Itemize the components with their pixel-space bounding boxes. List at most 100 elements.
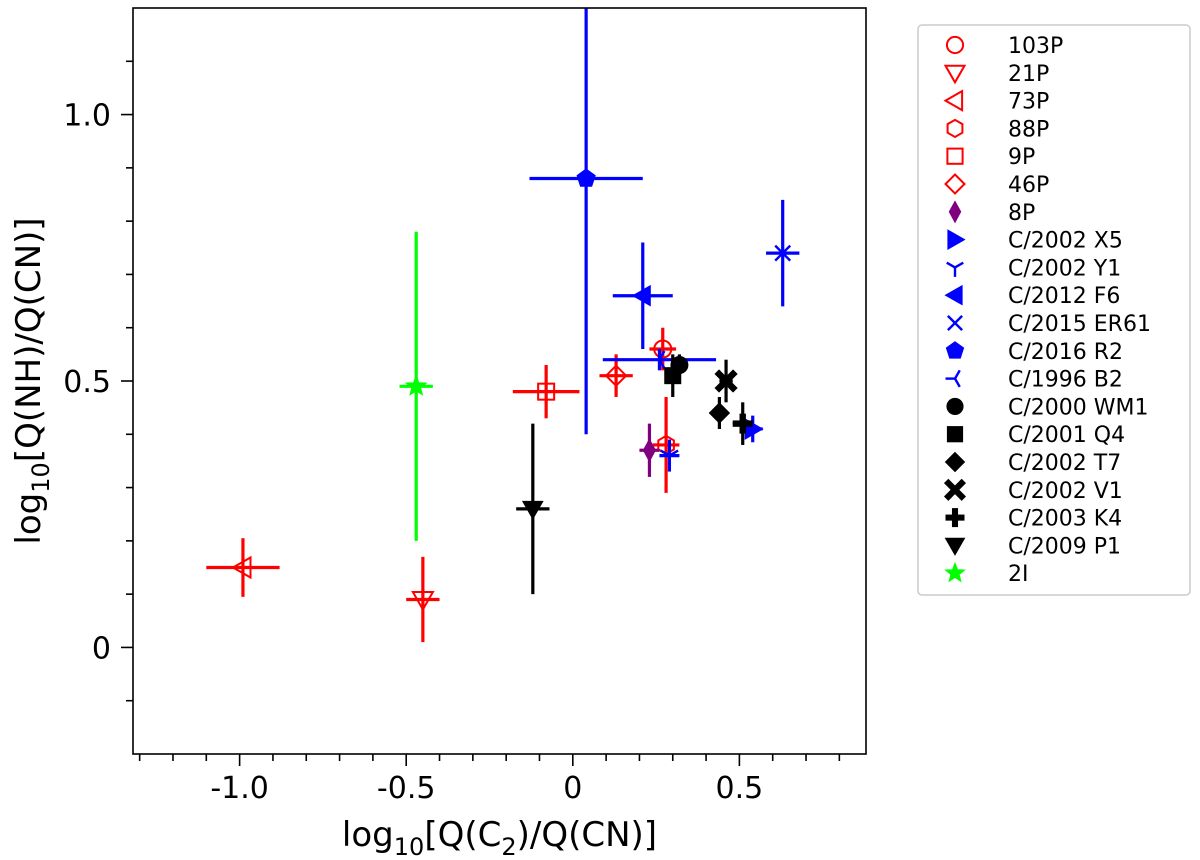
legend-item-c-2001-q4: C/2001 Q4 (946, 423, 1125, 448)
marker (404, 374, 428, 396)
legend-item-c-2002-x5: C/2002 X5 (947, 229, 1123, 254)
legend-item-46p: 46P (944, 173, 1049, 198)
x-tick-label: -1.0 (210, 771, 269, 806)
marker (411, 591, 435, 612)
legend-item-c-2015-er61: C/2015 ER61 (947, 312, 1151, 337)
x-tick-label: -0.5 (377, 771, 436, 806)
legend-item-c-2003-k4: C/2003 K4 (945, 507, 1122, 532)
legend-marker (944, 173, 966, 195)
point-2i (399, 231, 433, 541)
data-points (206, 8, 800, 643)
plot-area: -1.0 -0.5 0 0.5 0 0.5 1.0 (63, 7, 867, 806)
legend-label: C/2015 ER61 (1008, 312, 1151, 337)
legend-item-c-2002-v1: C/2002 V1 (943, 478, 1123, 504)
legend-label: 2I (1008, 562, 1029, 587)
legend-label: C/2002 T7 (1008, 451, 1121, 476)
legend-marker (944, 451, 966, 473)
legend-label: 73P (1008, 90, 1049, 115)
legend-marker (946, 261, 964, 277)
point-88p (652, 396, 680, 493)
marker (660, 449, 679, 466)
legend-label: 9P (1008, 145, 1035, 170)
point-21p (406, 556, 440, 643)
x-tick-label: 0 (563, 771, 582, 806)
legend-marker (945, 369, 961, 388)
x-tick-label: 0.5 (716, 771, 764, 806)
legend-marker (943, 478, 967, 501)
axis-ticks: -1.0 -0.5 0 0.5 0 0.5 1.0 (63, 60, 841, 806)
legend-label: 103P (1008, 34, 1063, 59)
legend-marker (946, 147, 964, 165)
legend-label: 8P (1008, 201, 1035, 226)
point-c-2001-q4 (664, 354, 682, 397)
point-c-2002-t7 (708, 396, 731, 429)
legend-item-c-2002-t7: C/2002 T7 (944, 451, 1121, 476)
legend-frame (917, 24, 1191, 596)
x-axis-title: log10[Q(C2)/Q(CN)] (342, 815, 657, 860)
point-c-2009-p1 (516, 423, 550, 595)
legend-label: C/2012 F6 (1008, 284, 1120, 309)
legend-item-c-2009-p1: C/2009 P1 (944, 534, 1121, 559)
legend-marker (946, 118, 964, 139)
point-46p (599, 354, 633, 397)
legend-marker (946, 426, 964, 443)
legend-marker (945, 35, 965, 55)
legend-marker (943, 64, 967, 85)
point-c-2002-y1 (659, 439, 680, 472)
legend-label: C/1996 B2 (1008, 368, 1123, 393)
legend-label: C/2016 R2 (1008, 340, 1123, 365)
legend-marker (944, 561, 966, 583)
marker (604, 364, 628, 388)
legend-marker (947, 229, 966, 250)
y-axis-title: log10[Q(NH)/Q(CN)] (9, 217, 55, 544)
legend-marker (945, 508, 965, 528)
point-c-2016-r2 (529, 8, 643, 435)
y-tick-label: 1.0 (63, 99, 111, 134)
marker (537, 382, 556, 401)
point-c-1996-b2 (602, 349, 717, 371)
legend-item-88p: 88P (946, 117, 1049, 142)
plot-frame (132, 7, 867, 755)
legend-marker (945, 341, 965, 359)
marker (649, 350, 666, 369)
marker (664, 367, 682, 385)
point-9p (512, 365, 580, 419)
point-c-2015-er61 (766, 199, 800, 307)
legend-item-c-2002-y1: C/2002 Y1 (946, 256, 1121, 281)
legend-marker (947, 315, 963, 331)
legend-item-c-2016-r2: C/2016 R2 (945, 340, 1123, 365)
legend-marker (943, 89, 964, 112)
legend-marker (946, 397, 964, 415)
marker (774, 244, 792, 262)
legend-label: C/2001 Q4 (1008, 423, 1125, 448)
legend-item-2i: 2I (944, 561, 1029, 587)
marker (642, 438, 656, 463)
y-tick-label: 0.5 (63, 365, 111, 400)
legend-label: C/2002 Y1 (1008, 256, 1121, 281)
point-c-2003-k4 (732, 402, 753, 445)
legend-label: 21P (1008, 62, 1049, 87)
point-c-2012-f6 (612, 242, 673, 350)
legend-marker (944, 284, 963, 306)
legend-label: C/2000 WM1 (1008, 395, 1149, 420)
marker (631, 284, 651, 307)
marker (708, 402, 731, 424)
legend-label: C/2002 X5 (1008, 229, 1123, 254)
legend-item-21p: 21P (943, 62, 1049, 87)
legend-label: C/2009 P1 (1008, 534, 1121, 559)
legend-item-c-1996-b2: C/1996 B2 (945, 368, 1123, 393)
marker (576, 168, 596, 187)
point-c-2002-v1 (714, 359, 738, 403)
legend-label: C/2002 V1 (1008, 479, 1123, 504)
point-8p (639, 423, 660, 477)
legend-item-8p: 8P (948, 200, 1035, 226)
marker (732, 413, 753, 434)
legend-item-9p: 9P (946, 145, 1035, 170)
marker (714, 369, 738, 393)
marker (521, 500, 544, 520)
legend-label: 46P (1008, 173, 1049, 198)
legend-marker (948, 200, 962, 224)
legend-marker (944, 537, 966, 556)
